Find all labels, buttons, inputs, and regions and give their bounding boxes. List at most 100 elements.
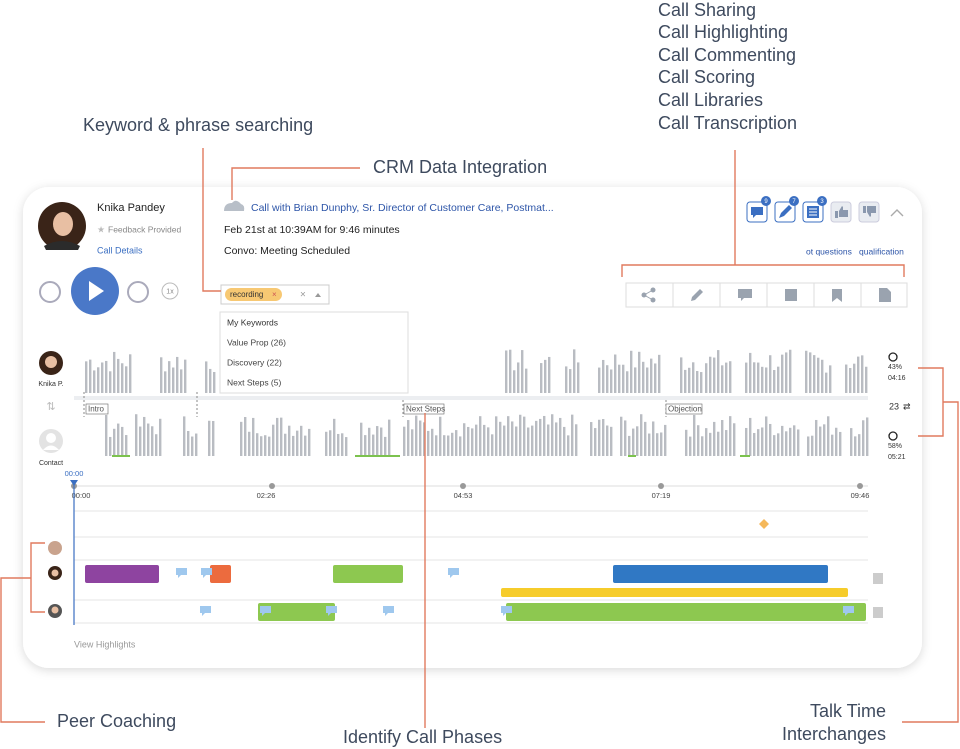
wave-bar <box>618 364 621 393</box>
wave-bar <box>821 359 824 393</box>
wave-bar <box>487 427 490 456</box>
annotation: Identify Call Phases <box>343 727 502 747</box>
rep-avatar <box>38 202 86 250</box>
wave-bar <box>598 367 601 393</box>
wave-bar <box>559 417 562 456</box>
wave-bar <box>467 426 470 456</box>
wave-bar <box>503 425 506 456</box>
wave-bar <box>129 354 132 393</box>
wave-bar <box>638 351 641 393</box>
wave-bar <box>143 416 146 456</box>
annotation: Call Scoring <box>658 67 755 87</box>
topic[interactable]: qualification <box>859 246 904 256</box>
wave-bar <box>548 356 551 393</box>
feedback: Feedback Provided <box>108 224 182 234</box>
wave-bar <box>789 427 792 456</box>
wave-bar <box>345 437 348 456</box>
wave-bar <box>819 426 822 456</box>
wave-bar <box>854 436 857 456</box>
wave-bar <box>172 367 175 393</box>
wave-bar <box>628 435 631 456</box>
wave-bar <box>213 371 216 393</box>
wave-bar <box>463 423 466 456</box>
wave-bar <box>858 434 861 456</box>
wave-bar <box>403 426 406 456</box>
wave-bar <box>184 359 187 393</box>
wave-bar <box>272 424 275 456</box>
rep-small-avatar <box>39 351 63 375</box>
chip-remove[interactable]: × <box>272 290 277 299</box>
keyword-hit <box>112 455 130 457</box>
wave-bar <box>749 417 752 456</box>
wave-bar <box>765 367 768 393</box>
wave-bar <box>151 426 154 456</box>
contact-avatar <box>39 429 63 453</box>
skip-forward[interactable] <box>127 281 149 303</box>
rep-name: Knika Pandey <box>97 202 165 214</box>
wave-bar <box>644 421 647 456</box>
talk-percent: 58% <box>888 443 902 450</box>
dropdown-item[interactable]: Value Prop (26) <box>227 337 286 347</box>
clear-search[interactable]: × <box>300 290 306 301</box>
wave-bar <box>525 368 528 393</box>
wave-bar <box>155 434 158 456</box>
wave-bar <box>113 428 116 456</box>
skip-back[interactable] <box>39 281 61 303</box>
speaker-label: Contact <box>39 460 63 467</box>
wave-bar <box>700 372 703 393</box>
phase-label: Intro <box>88 405 105 414</box>
keyword-hit <box>628 455 636 457</box>
dropdown-item[interactable]: Next Steps (5) <box>227 377 281 387</box>
call-details-link[interactable]: Call Details <box>97 245 143 255</box>
wave-bar <box>455 430 458 456</box>
wave-bar <box>689 436 692 456</box>
wave-bar <box>757 362 760 393</box>
speaker-label: Knika P. <box>38 381 63 388</box>
time-tick: 02:26 <box>257 491 276 500</box>
search-chip: recording <box>230 290 263 299</box>
topic[interactable]: ot questions <box>806 246 852 256</box>
wave-bar <box>769 423 772 456</box>
wave-bar <box>624 420 627 456</box>
wave-bar <box>656 433 659 456</box>
player-controls: 1x <box>39 267 179 315</box>
collapse[interactable] <box>890 209 904 217</box>
wave-bar <box>191 436 194 456</box>
wave-bar <box>411 429 414 456</box>
view-highlights[interactable]: View Highlights <box>74 639 136 649</box>
wave-bar <box>205 361 208 393</box>
time-tick: 07:19 <box>652 491 671 500</box>
wave-bar <box>610 426 613 456</box>
wave-bar <box>368 427 371 456</box>
wave-bar <box>555 422 558 456</box>
annotation: Call Sharing <box>658 0 756 20</box>
time-tick: 00:00 <box>72 491 91 500</box>
annotation: Call Transcription <box>658 113 797 133</box>
dropdown-item[interactable]: Discovery (22) <box>227 357 282 367</box>
wave-bar <box>85 361 88 393</box>
call-title[interactable]: Call with Brian Dunphy, Sr. Director of … <box>251 202 554 214</box>
wave-bar <box>862 420 865 456</box>
wave-bar <box>835 427 838 456</box>
wave-bar <box>563 426 566 456</box>
wave-bar <box>260 436 263 456</box>
speed-button[interactable] <box>161 282 179 300</box>
wave-bar <box>135 414 138 456</box>
wave-bar <box>577 362 580 393</box>
wave-bar <box>547 424 550 456</box>
wave-bar <box>540 363 543 393</box>
wave-bar <box>797 429 800 456</box>
wave-bar <box>89 359 92 393</box>
wave-bar <box>372 434 375 456</box>
wave-bar <box>209 368 212 393</box>
wave-bar <box>443 435 446 456</box>
wave-bar <box>415 415 418 456</box>
dropdown-header: My Keywords <box>227 317 278 327</box>
wave-bar <box>853 363 856 393</box>
wave-bar <box>523 416 526 456</box>
wave-bar <box>729 361 732 393</box>
wave-bar <box>773 435 776 456</box>
wave-bar <box>431 428 434 456</box>
time-tick: 04:53 <box>454 491 473 500</box>
